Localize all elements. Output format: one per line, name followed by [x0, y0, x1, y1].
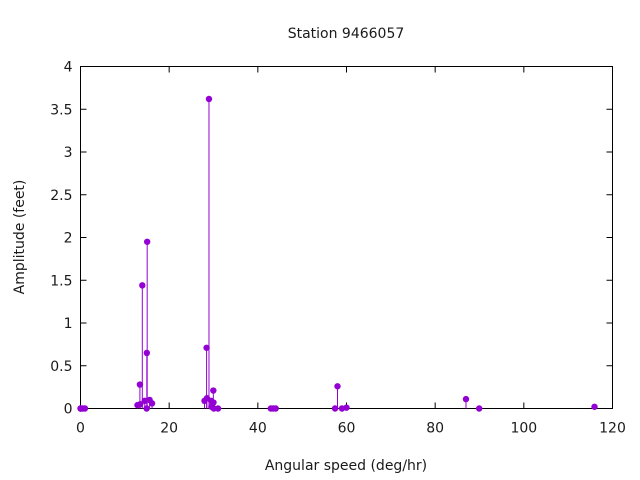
y-tick-label: 0 — [64, 402, 73, 418]
y-tick-label: 1 — [64, 316, 73, 332]
data-point — [331, 405, 339, 412]
data-point — [148, 400, 156, 407]
x-tick-label: 20 — [160, 421, 178, 437]
chart-title: Station 9466057 — [288, 26, 405, 42]
x-tick-label: 0 — [76, 421, 85, 437]
data-point — [591, 403, 598, 410]
data-point — [136, 381, 144, 388]
data-point — [210, 387, 217, 394]
y-tick-label: 4 — [64, 60, 73, 76]
data-point — [143, 405, 150, 412]
x-axis-label: Angular speed (deg/hr) — [265, 458, 427, 474]
x-tick-label: 100 — [510, 421, 537, 437]
y-tick-label: 2 — [64, 231, 73, 247]
y-tick-label: 2.5 — [50, 188, 72, 204]
data-point — [143, 238, 151, 245]
x-tick-label: 40 — [249, 421, 267, 437]
data-point — [334, 383, 341, 390]
data-point — [205, 95, 213, 103]
data-point — [81, 405, 89, 412]
plot-frame — [80, 66, 613, 409]
point-series — [77, 95, 598, 412]
y-tick-label: 1.5 — [50, 273, 72, 289]
data-point — [141, 397, 148, 405]
data-point — [143, 349, 151, 357]
x-axis: 0 20 40 60 80 100 120 — [76, 66, 626, 437]
y-axis: 0 0.5 1 1.5 2 2.5 3 3.5 4 — [50, 60, 613, 418]
y-tick-label: 3 — [64, 145, 73, 161]
data-point — [137, 401, 144, 408]
data-point — [272, 405, 279, 412]
x-tick-label: 60 — [338, 421, 356, 437]
data-point — [343, 404, 350, 411]
y-tick-label: 0.5 — [50, 359, 72, 375]
y-tick-label: 3.5 — [50, 102, 72, 118]
data-point — [203, 344, 210, 351]
data-point — [210, 399, 217, 406]
data-point — [475, 405, 483, 412]
data-point — [139, 282, 146, 289]
x-tick-label: 80 — [426, 421, 444, 437]
data-point — [214, 405, 222, 412]
data-point — [462, 395, 470, 403]
x-tick-label: 120 — [599, 421, 626, 437]
y-axis-label: Amplitude (feet) — [12, 180, 28, 295]
impulse-series — [136, 98, 596, 409]
